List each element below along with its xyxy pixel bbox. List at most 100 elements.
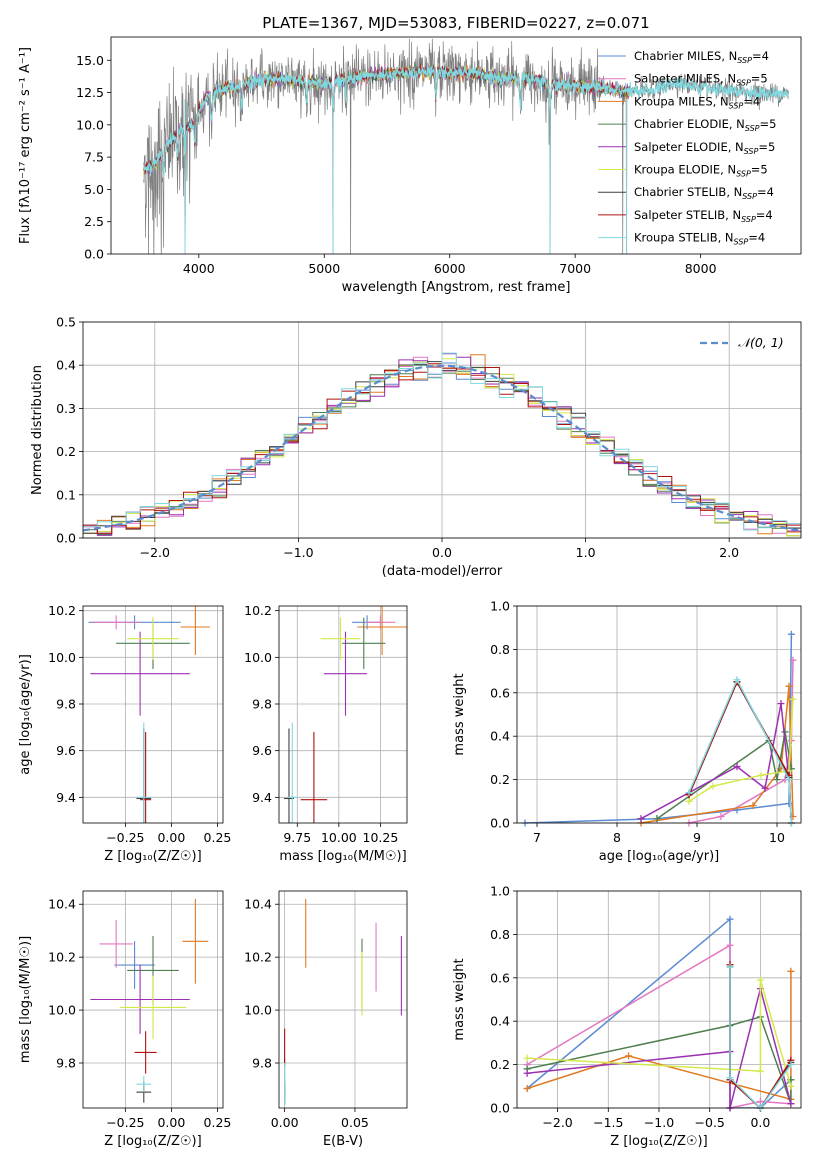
series-marker bbox=[773, 776, 781, 784]
errorbar-point bbox=[119, 975, 187, 1040]
series-line-8 bbox=[729, 967, 792, 1108]
y-tick-label: 10.0 bbox=[48, 650, 76, 665]
errorbar-point bbox=[323, 631, 368, 716]
y-tick-label: 0.6 bbox=[490, 685, 510, 700]
series-marker bbox=[726, 941, 734, 949]
x-tick-label: 0.00 bbox=[157, 1115, 185, 1130]
x-tick-label: −0.25 bbox=[106, 1115, 144, 1130]
chart-title: PLATE=1367, MJD=53083, FIBERID=0227, z=0… bbox=[262, 14, 649, 32]
series-marker bbox=[637, 815, 645, 823]
x-tick-label: 2.0 bbox=[719, 545, 739, 560]
x-tick-label: 0.25 bbox=[204, 830, 232, 845]
x-tick-label: 0.0 bbox=[750, 1115, 770, 1130]
series-marker bbox=[726, 915, 734, 923]
y-tick-label: 9.6 bbox=[56, 743, 76, 758]
y-tick-label: 1.0 bbox=[490, 884, 510, 899]
errorbar-point bbox=[300, 732, 328, 823]
y-tick-label: 15.0 bbox=[76, 53, 104, 68]
axes-frame bbox=[516, 890, 802, 1109]
y-tick-label: 7.5 bbox=[84, 150, 104, 165]
axes-frame bbox=[82, 605, 224, 824]
x-tick-label: 10.25 bbox=[363, 830, 399, 845]
normal-curve bbox=[83, 364, 801, 532]
y-tick-label: 9.4 bbox=[56, 790, 76, 805]
errorbar-point bbox=[127, 617, 179, 660]
series-line-1 bbox=[688, 660, 794, 823]
x-axis-label: mass [log₁₀(M/M☉)] bbox=[279, 849, 406, 864]
x-tick-label: −1.5 bbox=[593, 1115, 623, 1130]
y-tick-label: 1.0 bbox=[490, 599, 510, 614]
series-marker bbox=[733, 763, 741, 771]
y-tick-label: 0.0 bbox=[490, 816, 510, 831]
y-axis-label: Flux [fλ10⁻¹⁷ erg cm⁻² s⁻¹ A⁻¹] bbox=[18, 47, 33, 244]
series-marker bbox=[733, 676, 741, 684]
series-line-4 bbox=[527, 985, 792, 1108]
series-marker bbox=[523, 1069, 531, 1077]
y-tick-label: 0.0 bbox=[490, 1101, 510, 1116]
axes-frame bbox=[82, 890, 224, 1109]
y-tick-label: 10.0 bbox=[76, 117, 104, 132]
axes-age_vs_mass: 9.75 10.00 10.25 9.4 9.6 9.8 10.0 10.2 mass [log… bbox=[244, 603, 408, 864]
axes-frame bbox=[82, 321, 802, 539]
series-marker bbox=[756, 1067, 764, 1075]
x-tick-label: −2.0 bbox=[140, 545, 170, 560]
y-tick-label: 0.2 bbox=[56, 444, 76, 459]
y-tick-label: 5.0 bbox=[84, 182, 104, 197]
y-tick-label: 0.6 bbox=[490, 970, 510, 985]
series-marker bbox=[726, 1074, 734, 1082]
x-axis-label: wavelength [Angstrom, rest frame] bbox=[342, 280, 571, 295]
y-tick-label: 0.8 bbox=[490, 927, 510, 942]
x-tick-label: −0.5 bbox=[695, 1115, 725, 1130]
x-tick-label: 9.75 bbox=[283, 830, 311, 845]
x-axis-label: age [log₁₀(age/yr)] bbox=[599, 849, 720, 864]
y-axis-label: mass [log₁₀(M/M☉)] bbox=[18, 936, 33, 1063]
series-marker bbox=[761, 784, 769, 792]
series-line-5 bbox=[527, 979, 792, 1087]
y-tick-label: 0.5 bbox=[56, 315, 76, 330]
y-tick-label: 10.4 bbox=[48, 897, 76, 912]
errorbar-point bbox=[182, 898, 209, 984]
y-tick-label: 10.2 bbox=[244, 603, 272, 618]
y-axis-label: mass weight bbox=[452, 958, 467, 1040]
x-tick-label: 4000 bbox=[183, 261, 215, 276]
y-tick-label: 0.0 bbox=[56, 531, 76, 546]
y-tick-label: 0.8 bbox=[490, 642, 510, 657]
errorbar-point bbox=[114, 941, 155, 989]
legend-label: Kroupa STELIB, NSSP=4 bbox=[634, 231, 765, 247]
series-marker bbox=[785, 776, 793, 784]
y-tick-label: 0.2 bbox=[490, 772, 510, 787]
series-marker bbox=[777, 700, 785, 708]
series-marker bbox=[523, 1084, 531, 1092]
series-marker bbox=[789, 695, 797, 703]
y-tick-label: 0.0 bbox=[84, 247, 104, 262]
series-marker bbox=[785, 799, 793, 807]
errorbar-point bbox=[140, 732, 152, 823]
y-tick-label: 0.3 bbox=[56, 401, 76, 416]
series-marker bbox=[756, 976, 764, 984]
series-marker bbox=[756, 1097, 764, 1105]
errorbar-point bbox=[342, 617, 386, 669]
y-tick-label: 9.8 bbox=[252, 697, 272, 712]
x-tick-label: 9 bbox=[693, 830, 701, 845]
series-marker bbox=[625, 1052, 633, 1060]
errorbar-point bbox=[134, 1031, 157, 1074]
x-tick-label: 8 bbox=[613, 830, 621, 845]
y-tick-label: 0.2 bbox=[490, 1057, 510, 1072]
x-tick-label: 0.05 bbox=[341, 1115, 369, 1130]
series-marker bbox=[787, 630, 795, 638]
series-marker bbox=[787, 967, 795, 975]
errorbar-point bbox=[99, 920, 133, 968]
y-tick-label: 9.6 bbox=[252, 743, 272, 758]
series-marker bbox=[781, 728, 789, 736]
series-marker bbox=[787, 1082, 795, 1090]
x-tick-label: 0.00 bbox=[157, 830, 185, 845]
x-tick-label: 0.25 bbox=[204, 1115, 232, 1130]
errorbar-point bbox=[357, 606, 407, 655]
series-marker bbox=[685, 797, 693, 805]
y-tick-label: 0.4 bbox=[490, 729, 510, 744]
x-tick-label: 0.00 bbox=[271, 1115, 299, 1130]
series-line-0 bbox=[526, 917, 792, 1108]
series-marker bbox=[717, 812, 725, 820]
x-tick-label: −1.0 bbox=[644, 1115, 674, 1130]
